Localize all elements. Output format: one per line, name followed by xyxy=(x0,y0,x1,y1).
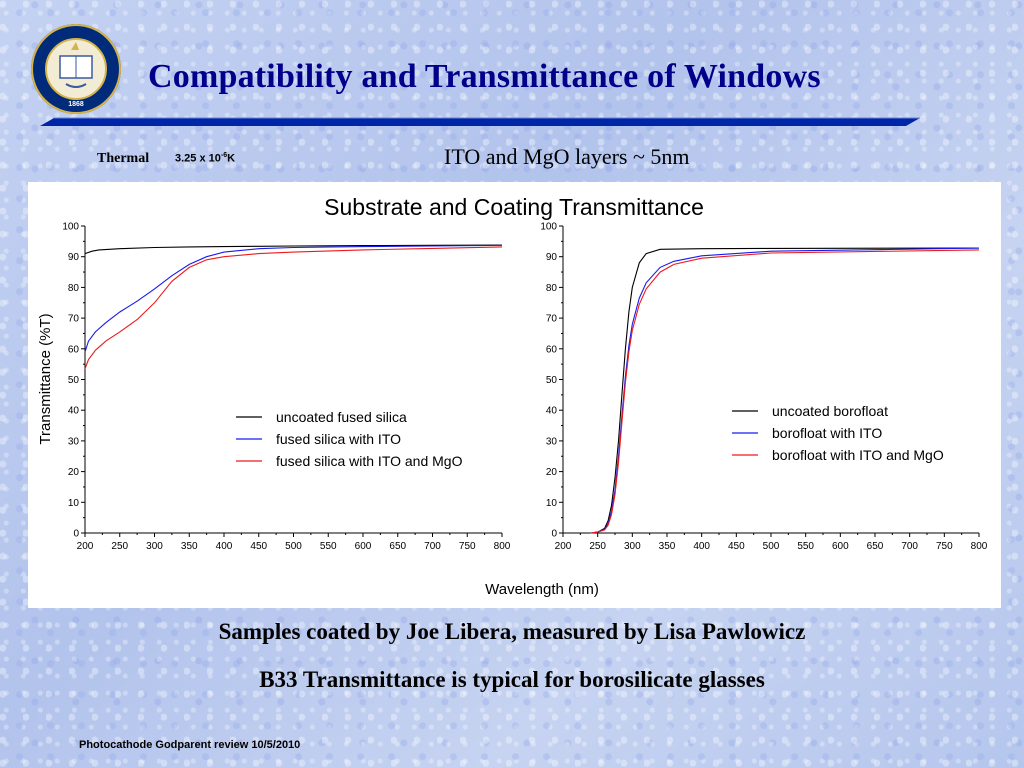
thermal-value: 3.25 x 10-6K xyxy=(175,152,235,165)
university-seal-logo: 1868 xyxy=(26,24,126,114)
legend-label-2-2: borofloat with ITO xyxy=(772,425,882,441)
x-tick-label: 250 xyxy=(589,541,606,552)
y-tick-label: 10 xyxy=(546,498,558,509)
x-tick-label: 400 xyxy=(216,541,233,552)
series-line-fused-silica-with-ito xyxy=(84,244,503,353)
y-tick-label: 40 xyxy=(68,406,80,417)
x-tick-label: 200 xyxy=(77,541,94,552)
y-tick-label: 30 xyxy=(546,436,558,447)
y-tick-label: 90 xyxy=(68,252,80,263)
x-tick-label: 300 xyxy=(624,541,641,552)
legend-label-1-1: uncoated fused silica xyxy=(276,409,407,425)
layers-note: ITO and MgO layers ~ 5nm xyxy=(444,144,690,169)
x-tick-label: 450 xyxy=(728,541,745,552)
transmittance-chart-panel: Substrate and Coating Transmittance Trans… xyxy=(28,182,1001,608)
x-tick-label: 650 xyxy=(389,541,406,552)
caption-b33: B33 Transmittance is typical for borosil… xyxy=(259,667,765,692)
x-tick-label: 600 xyxy=(832,541,849,552)
x-tick-label: 200 xyxy=(555,541,572,552)
x-tick-label: 350 xyxy=(181,541,198,552)
series-line-uncoated-borofloat xyxy=(590,247,980,534)
y-tick-label: 60 xyxy=(546,344,558,355)
series-line-fused-silica-with-ito-and-mgo xyxy=(84,246,503,369)
y-tick-label: 30 xyxy=(68,436,80,447)
legend-label-2-3: borofloat with ITO and MgO xyxy=(772,447,944,463)
y-tick-label: 70 xyxy=(68,314,80,325)
y-tick-label: 80 xyxy=(546,283,558,294)
seal-year: 1868 xyxy=(68,101,84,108)
y-tick-label: 50 xyxy=(546,375,558,386)
transmittance-chart: Substrate and Coating Transmittance Trans… xyxy=(37,194,988,598)
x-tick-label: 400 xyxy=(693,541,710,552)
series-line-borofloat-with-ito-and-mgo xyxy=(590,249,980,534)
x-tick-label: 500 xyxy=(763,541,780,552)
caption-samples: Samples coated by Joe Libera, measured b… xyxy=(218,619,806,644)
legend-label-1-3: fused silica with ITO and MgO xyxy=(276,453,463,469)
x-tick-label: 650 xyxy=(867,541,884,552)
series-line-borofloat-with-ito xyxy=(590,247,980,534)
y-tick-label: 70 xyxy=(546,314,558,325)
y-tick-label: 50 xyxy=(68,375,80,386)
title-underline-bar xyxy=(40,117,920,126)
y-tick-label: 80 xyxy=(68,283,80,294)
x-tick-label: 750 xyxy=(936,541,953,552)
legend-label-2-1: uncoated borofloat xyxy=(772,403,888,419)
x-tick-label: 700 xyxy=(901,541,918,552)
x-tick-label: 750 xyxy=(459,541,476,552)
x-tick-label: 300 xyxy=(146,541,163,552)
y-tick-label: 100 xyxy=(62,222,79,233)
y-tick-label: 60 xyxy=(68,344,80,355)
x-tick-label: 600 xyxy=(355,541,372,552)
slide-title: Compatibility and Transmittance of Windo… xyxy=(148,58,821,95)
y-tick-label: 100 xyxy=(540,222,557,233)
footer-text: Photocathode Godparent review 10/5/2010 xyxy=(79,739,301,751)
x-axis-label: Wavelength (nm) xyxy=(485,581,599,598)
x-tick-label: 350 xyxy=(659,541,676,552)
x-tick-label: 800 xyxy=(971,541,988,552)
chart-title: Substrate and Coating Transmittance xyxy=(324,194,704,220)
y-tick-label: 20 xyxy=(68,467,80,478)
x-tick-label: 500 xyxy=(285,541,302,552)
x-tick-label: 800 xyxy=(494,541,511,552)
x-tick-label: 450 xyxy=(250,541,267,552)
legend-label-1-2: fused silica with ITO xyxy=(276,431,401,447)
y-axis-label: Transmittance (%T) xyxy=(37,313,54,444)
y-tick-label: 40 xyxy=(546,406,558,417)
y-tick-label: 10 xyxy=(68,498,80,509)
series-line-uncoated-fused-silica xyxy=(84,244,503,255)
y-tick-label: 20 xyxy=(546,467,558,478)
y-tick-label: 0 xyxy=(73,529,79,540)
x-tick-label: 550 xyxy=(320,541,337,552)
thermal-value-exponent: -6 xyxy=(220,152,228,159)
y-tick-label: 90 xyxy=(546,252,558,263)
x-tick-label: 700 xyxy=(424,541,441,552)
thermal-value-unit: K xyxy=(227,152,236,165)
x-tick-label: 250 xyxy=(111,541,128,552)
y-tick-label: 0 xyxy=(551,529,557,540)
thermal-value-base: 3.25 x 10 xyxy=(175,152,221,165)
thermal-label: Thermal xyxy=(97,151,150,166)
x-tick-label: 550 xyxy=(797,541,814,552)
